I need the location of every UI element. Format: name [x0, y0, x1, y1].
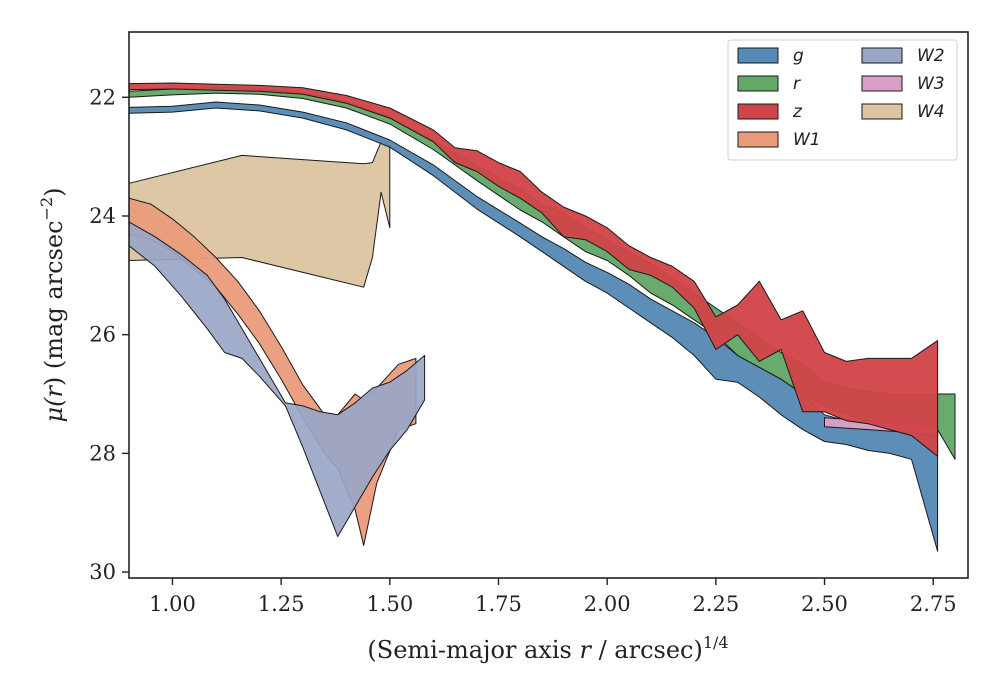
legend-swatch-w2	[861, 47, 903, 64]
x-tick-label: 1.50	[366, 592, 413, 616]
legend-label-w3: W3	[917, 74, 945, 94]
legend-label-z: z	[792, 102, 803, 122]
plot-frame	[128, 31, 969, 579]
legend-swatch-r	[737, 75, 779, 92]
x-tick-label: 2.25	[692, 592, 739, 616]
band-w2	[128, 221, 426, 537]
y-tick-label: 24	[89, 204, 116, 228]
legend-swatch-w3	[861, 75, 903, 92]
legend-swatch-w1	[737, 131, 779, 148]
legend: grz W1 W2 W3 W4	[727, 39, 958, 161]
legend-swatch-w4	[861, 103, 903, 120]
x-tick-label: 1.00	[149, 592, 196, 616]
x-tick-label: 2.75	[910, 592, 957, 616]
y-axis: 22 24 26 28 30	[89, 85, 129, 584]
x-tick-label: 2.00	[584, 592, 631, 616]
y-tick-label: 30	[89, 560, 116, 584]
x-tick-label: 2.50	[801, 592, 848, 616]
legend-box	[727, 39, 958, 161]
x-axis-label: (Semi-major axis r / arcsec)1/4	[367, 633, 728, 664]
legend-label-w2: W2	[917, 46, 945, 66]
band-g	[128, 101, 939, 552]
legend-label-r: r	[793, 74, 801, 94]
legend-label-w4: W4	[917, 102, 945, 122]
x-tick-label: 1.75	[475, 592, 522, 616]
profile-bands	[128, 82, 956, 552]
x-axis: 1.00 1.25 1.50 1.75 2.00 2.25 2.50 2.75	[149, 578, 957, 616]
legend-swatch-g	[737, 47, 779, 64]
y-tick-label: 26	[89, 323, 116, 347]
y-tick-label: 22	[89, 85, 116, 109]
legend-label-g: g	[793, 46, 804, 66]
y-tick-label: 28	[89, 441, 116, 465]
y-axis-label: μ(r) (mag arcsec−2)	[37, 187, 68, 422]
x-tick-label: 1.25	[258, 592, 305, 616]
legend-label-w1: W1	[793, 130, 821, 150]
legend-swatch-z	[737, 103, 779, 120]
band-z	[128, 82, 939, 457]
